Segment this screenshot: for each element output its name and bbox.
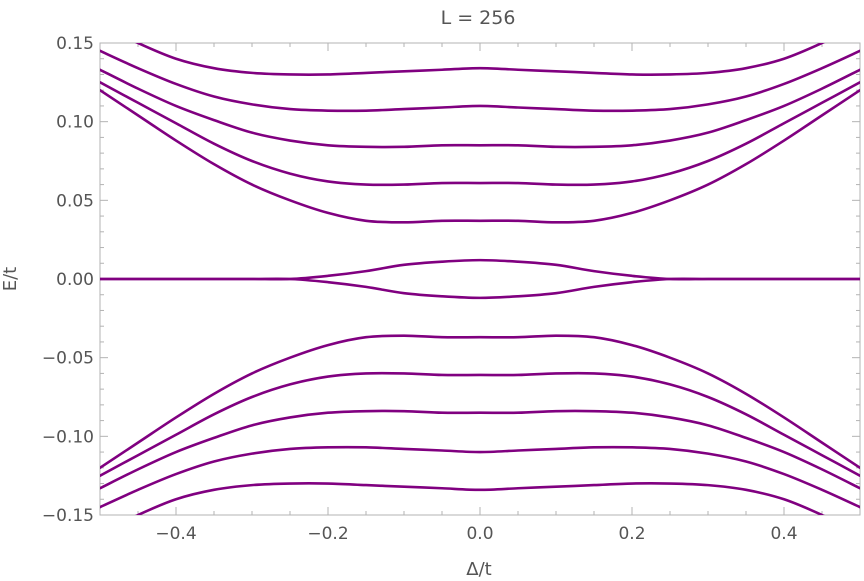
series-line-4	[100, 49, 860, 113]
y-axis: −0.15 −0.10 −0.05 0.00 0.05 0.10 0.15	[42, 34, 860, 526]
series-line-2	[100, 81, 860, 187]
series-line-11	[100, 445, 860, 509]
y-tick-label: −0.05	[42, 349, 94, 369]
x-tick-label: 0.4	[770, 524, 797, 544]
x-axis: −0.4 −0.2 0.0 0.2 0.4	[99, 43, 861, 544]
series-line-9	[100, 371, 860, 477]
y-tick-label: 0.10	[56, 113, 94, 133]
x-tick-label: −0.2	[307, 524, 348, 544]
y-tick-label: −0.15	[42, 506, 94, 526]
series-line-7	[100, 277, 860, 300]
series-line-3	[100, 68, 860, 149]
series-line-6	[100, 258, 860, 281]
series-line-10	[100, 409, 860, 490]
chart-title: L = 256	[441, 7, 516, 29]
series-line-8	[100, 334, 860, 470]
y-tick-label: 0.05	[56, 191, 94, 211]
x-tick-label: −0.4	[155, 524, 196, 544]
y-tick-label: −0.10	[42, 427, 94, 447]
series-line-1	[100, 88, 860, 224]
y-tick-label: 0.00	[56, 270, 94, 290]
x-tick-label: 0.0	[466, 524, 493, 544]
series-group	[100, 43, 860, 515]
y-axis-label: E/t	[0, 267, 21, 292]
x-axis-label: Δ/t	[466, 559, 491, 580]
y-tick-label: 0.15	[56, 34, 94, 54]
x-tick-label: 0.2	[618, 524, 645, 544]
series-line-5	[134, 43, 826, 76]
series-line-12	[134, 482, 826, 515]
